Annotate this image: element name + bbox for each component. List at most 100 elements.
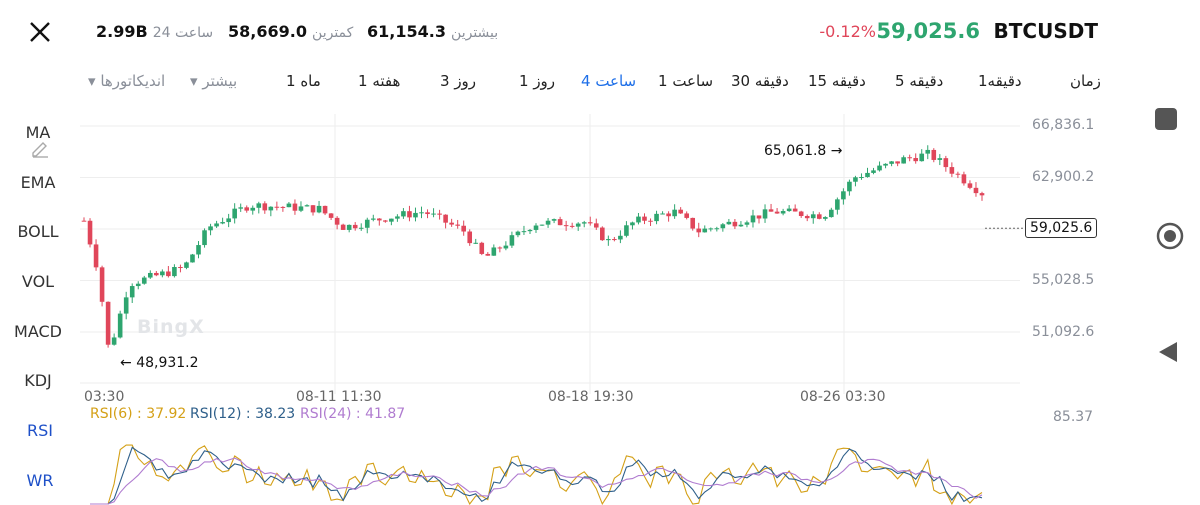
candle-body <box>871 170 876 173</box>
indicator-ma[interactable]: MA <box>25 123 51 142</box>
tab-15-min[interactable]: 15 دقیقه <box>808 72 866 90</box>
tab-1-day[interactable]: 1 روز <box>519 72 556 90</box>
tab-5-min[interactable]: 5 دقیقه <box>895 72 944 90</box>
low-label: کمترین <box>312 25 354 41</box>
tab-1-month[interactable]: 1 ماه <box>286 72 321 90</box>
candle-body <box>539 224 545 226</box>
candle-body <box>256 203 262 208</box>
pair-name: BTCUSDT <box>993 19 1098 43</box>
min-price-label: ← 48,931.2 <box>120 355 199 371</box>
candle-body <box>298 206 304 211</box>
candle-body <box>443 214 448 223</box>
back-triangle-icon[interactable] <box>1157 340 1179 364</box>
candle-body <box>859 177 864 179</box>
watermark-logo: BingX <box>137 316 205 338</box>
candle-body <box>292 203 298 211</box>
close-icon[interactable] <box>26 18 54 46</box>
candle-body <box>503 245 509 249</box>
candle-body <box>202 230 207 246</box>
tab-30-min[interactable]: 30 دقیقه <box>731 72 789 90</box>
candle-body <box>768 209 774 212</box>
indicator-boll[interactable]: BOLL <box>17 222 59 241</box>
candle-body <box>708 228 714 230</box>
candle-body <box>901 157 906 164</box>
candle-body <box>847 181 852 192</box>
tab-3-day[interactable]: 3 روز <box>440 72 477 90</box>
candle-body <box>280 206 286 208</box>
more-dropdown[interactable]: ▾ بیشتر <box>190 72 238 90</box>
candle-body <box>774 211 780 214</box>
candle-body <box>340 224 346 230</box>
rsi-chart[interactable] <box>0 420 1110 505</box>
candle-body <box>467 231 473 244</box>
candle-body <box>515 231 521 236</box>
candle-body <box>328 213 334 218</box>
candle-body <box>377 218 382 221</box>
candle-body <box>425 212 430 215</box>
candle-body <box>322 205 328 214</box>
indicator-kdj[interactable]: KDJ <box>24 371 52 390</box>
candle-body <box>244 207 250 211</box>
candle-body <box>690 217 696 229</box>
candle-body <box>154 272 159 276</box>
candle-body <box>455 224 460 226</box>
candle-body <box>334 217 340 225</box>
candle-body <box>346 224 352 230</box>
candle-body <box>973 187 979 194</box>
candle-body <box>829 209 834 218</box>
indicator-rsi[interactable]: RSI <box>27 421 53 440</box>
candle-body <box>214 223 219 227</box>
candle-body <box>383 220 388 222</box>
candle-body <box>521 231 527 233</box>
candle-body <box>702 228 708 233</box>
low-stat: 58,669.0 کمترین <box>228 22 353 41</box>
draw-pencil-icon[interactable] <box>30 138 50 158</box>
candlestick-chart[interactable] <box>0 104 1110 404</box>
candle-body <box>105 301 111 345</box>
indicator-wr[interactable]: WR <box>26 471 54 490</box>
indicators-dropdown[interactable]: ▾ اندیکاتورها <box>88 72 166 90</box>
candle-body <box>533 225 539 230</box>
min-price-value: 48,931.2 <box>136 355 199 371</box>
candle-body <box>166 271 171 277</box>
candle-body <box>250 207 256 211</box>
candle-body <box>509 235 515 246</box>
indicator-ema[interactable]: EMA <box>20 173 56 192</box>
candle-body <box>304 205 310 207</box>
circle-nav-icon[interactable] <box>1155 221 1185 251</box>
candle-body <box>358 227 364 229</box>
last-price: 59,025.6 <box>876 19 980 43</box>
tab-1-hour[interactable]: 1 ساعت <box>658 72 714 90</box>
candle-body <box>545 220 551 225</box>
tab-1-min[interactable]: 1دقیقه <box>978 72 1022 90</box>
candle-body <box>756 215 762 219</box>
low-value: 58,669.0 <box>228 22 307 41</box>
square-nav-icon[interactable] <box>1155 108 1177 130</box>
y-tick-label: 62,900.2 <box>1032 169 1095 185</box>
indicator-macd[interactable]: MACD <box>14 322 62 341</box>
candle-body <box>624 225 629 236</box>
y-tick-label: 66,836.1 <box>1032 117 1095 133</box>
candle-body <box>581 222 587 224</box>
candle-body <box>226 218 231 223</box>
indicator-vol[interactable]: VOL <box>21 272 55 291</box>
candle-body <box>612 239 617 241</box>
candle-body <box>431 213 436 215</box>
tab-4-hour[interactable]: 4 ساعت <box>581 72 637 90</box>
candle-body <box>618 235 623 240</box>
high-value: 61,154.3 <box>367 22 446 41</box>
candle-body <box>720 224 726 229</box>
candle-body <box>810 214 816 219</box>
candle-body <box>491 247 497 256</box>
candle-body <box>678 209 683 214</box>
candle-body <box>190 254 195 263</box>
high-stat: 61,154.3 بیشترین <box>367 22 498 41</box>
candle-body <box>642 216 647 221</box>
candle-body <box>931 149 937 160</box>
tab-1-week[interactable]: 1 هفته <box>358 72 401 90</box>
candle-body <box>979 193 985 196</box>
candle-body <box>943 158 949 168</box>
candle-body <box>563 225 569 227</box>
candle-body <box>865 172 870 178</box>
candle-body <box>135 283 141 287</box>
